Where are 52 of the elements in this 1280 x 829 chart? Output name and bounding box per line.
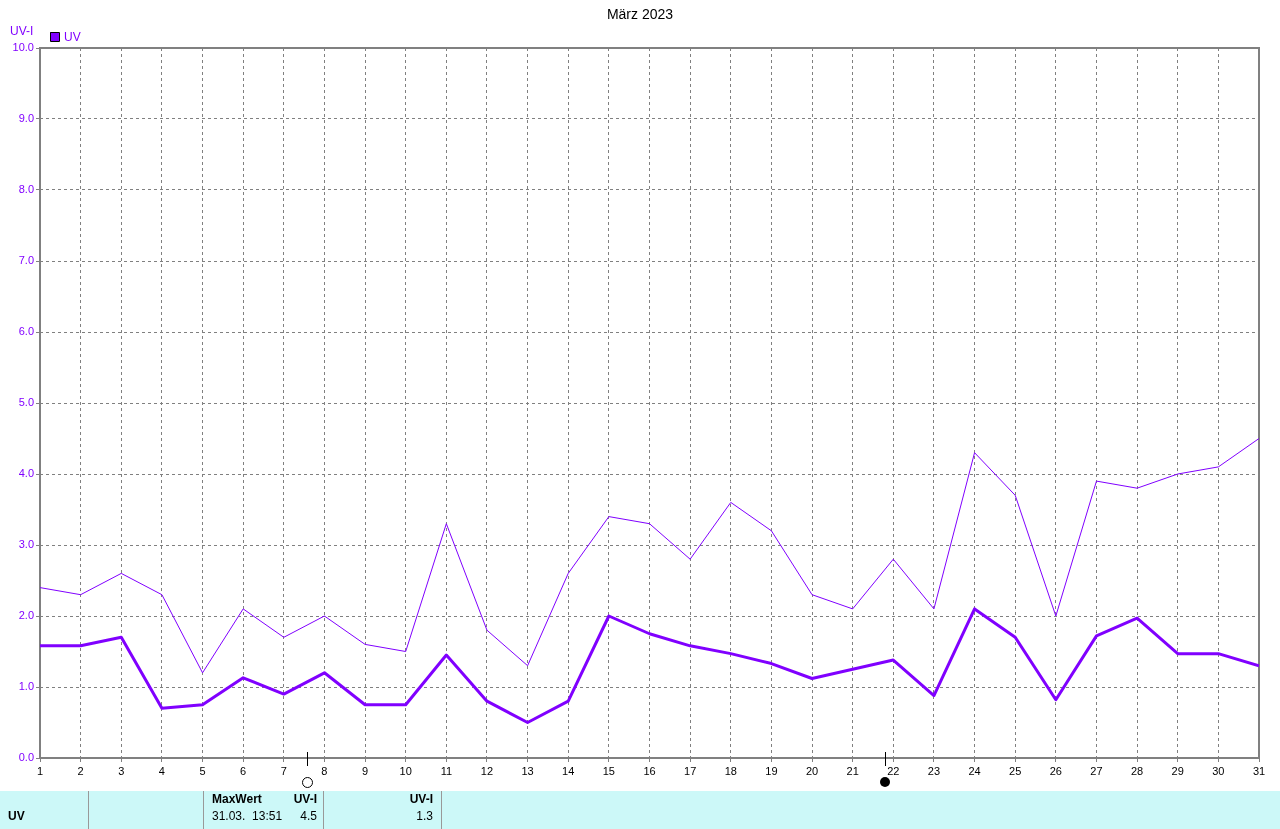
text: 4.5	[300, 809, 317, 823]
chart-title: März 2023	[606, 5, 674, 22]
y-tick-label: 8.0	[18, 183, 34, 196]
x-tick-label: 3	[118, 764, 125, 777]
y-tick-label: 6.0	[18, 325, 34, 338]
x-tick-label: 19	[765, 764, 778, 777]
y-tick-label: 10.0	[12, 41, 34, 54]
x-tick-label: 2	[77, 764, 84, 777]
x-tick-label: 17	[684, 764, 697, 777]
x-tick-label: 28	[1130, 764, 1144, 777]
x-tick-label: 6	[240, 764, 247, 777]
x-tick-label: 23	[927, 764, 941, 777]
x-tick-label: 16	[643, 764, 656, 777]
text: UV-I	[409, 792, 433, 806]
x-tick-label: 12	[480, 764, 494, 777]
x-tick-label: 13	[521, 764, 534, 777]
x-tick-label: 20	[805, 764, 819, 777]
y-tick-label: 4.0	[18, 467, 34, 480]
text: UV-I	[293, 792, 317, 806]
x-tick-label: 29	[1171, 764, 1184, 777]
y-tick-label: 1.0	[18, 680, 34, 693]
x-tick-label: 14	[562, 764, 575, 777]
x-tick-label: 7	[280, 764, 287, 777]
x-tick-label: 21	[846, 764, 859, 777]
x-tick-label: 10	[399, 764, 412, 777]
x-tick-label: 5	[199, 764, 206, 777]
x-tick-label: 18	[724, 764, 737, 777]
x-tick-label: 27	[1090, 764, 1103, 777]
x-tick-label: 8	[321, 764, 328, 777]
x-tick-label: 26	[1049, 764, 1062, 777]
x-tick-label: 4	[158, 764, 165, 777]
legend-label: UV	[64, 30, 81, 45]
y-tick-label: 3.0	[18, 538, 34, 551]
x-tick-label: 1	[36, 764, 44, 777]
x-tick-label: 15	[602, 764, 615, 777]
text: UV	[8, 809, 25, 823]
y-tick-label: 7.0	[18, 254, 34, 267]
text: 31.03. 13:51	[212, 809, 283, 823]
x-tick-label: 9	[362, 764, 369, 777]
text: 1.3	[416, 809, 433, 823]
y-tick-label: 2.0	[18, 609, 34, 622]
text: MaxWert	[212, 792, 262, 806]
y-tick-label: 9.0	[18, 112, 34, 125]
x-tick-label: 22	[887, 764, 900, 777]
y-tick-label: 5.0	[18, 396, 34, 409]
y-axis-title: UV-I	[10, 24, 34, 39]
x-tick-label: 11	[440, 764, 453, 777]
x-tick-label: 30	[1212, 764, 1225, 777]
x-tick-label: 31	[1252, 764, 1266, 777]
x-tick-label: 24	[968, 764, 981, 777]
x-tick-label: 25	[1009, 764, 1022, 777]
y-tick-label: 0.0	[18, 751, 34, 764]
